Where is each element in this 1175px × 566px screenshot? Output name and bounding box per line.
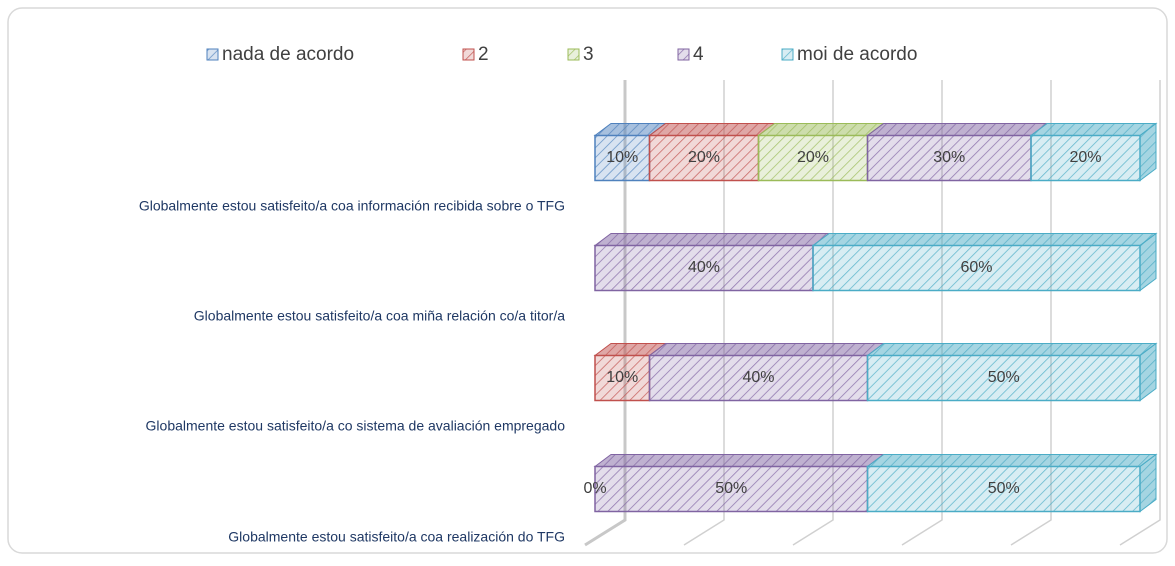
data-label: 30% [933, 149, 965, 166]
legend-swatch [206, 48, 219, 61]
bar-top [593, 454, 885, 467]
legend-swatch [677, 48, 690, 61]
category-label: Globalmente estou satisfeito/a coa infor… [139, 198, 565, 214]
data-label: 50% [988, 369, 1020, 386]
grid-line [1119, 80, 1161, 546]
legend-swatch [781, 48, 794, 61]
category-label: Globalmente estou satisfeito/a co sistem… [146, 418, 566, 434]
bar-top [757, 123, 885, 136]
bar-top [648, 343, 885, 356]
bar-top [1029, 123, 1158, 136]
bar-top [866, 123, 1049, 136]
legend-swatch [567, 48, 580, 61]
data-label: 20% [797, 149, 829, 166]
bar-top [811, 233, 1158, 246]
data-label: 0% [583, 480, 606, 497]
legend-label: 3 [583, 44, 594, 65]
legend-label: 2 [478, 44, 489, 65]
grid-line [1010, 80, 1052, 546]
data-label: 20% [688, 149, 720, 166]
data-label: 40% [742, 369, 774, 386]
legend-swatch [462, 48, 475, 61]
bar [812, 244, 1141, 292]
grid-line [683, 80, 725, 546]
bar [594, 244, 814, 292]
data-label: 10% [606, 369, 638, 386]
bar [1030, 134, 1141, 182]
bar [866, 354, 1141, 402]
wall [584, 80, 627, 547]
data-label: 50% [988, 480, 1020, 497]
legend-label: 4 [693, 44, 704, 65]
legend-label: moi de acordo [797, 44, 917, 65]
category-label: Globalmente estou satisfeito/a coa reali… [228, 529, 565, 545]
bar [594, 134, 651, 182]
legend-label: nada de acordo [222, 44, 354, 65]
bar [866, 465, 1141, 513]
bar [648, 354, 869, 402]
bar-top [593, 233, 831, 246]
data-label: 20% [1069, 149, 1101, 166]
data-label: 60% [960, 259, 992, 276]
bar [648, 134, 760, 182]
grid-line [792, 80, 834, 546]
data-label: 10% [606, 149, 638, 166]
bar-top [866, 454, 1158, 467]
bar-top [648, 123, 776, 136]
bar-top [866, 343, 1158, 356]
data-label: 50% [715, 480, 747, 497]
bar [594, 465, 869, 513]
data-label: 40% [688, 259, 720, 276]
bar [757, 134, 869, 182]
grid-line [901, 80, 943, 546]
category-label: Globalmente estou satisfeito/a coa miña … [194, 308, 565, 324]
bar [866, 134, 1032, 182]
